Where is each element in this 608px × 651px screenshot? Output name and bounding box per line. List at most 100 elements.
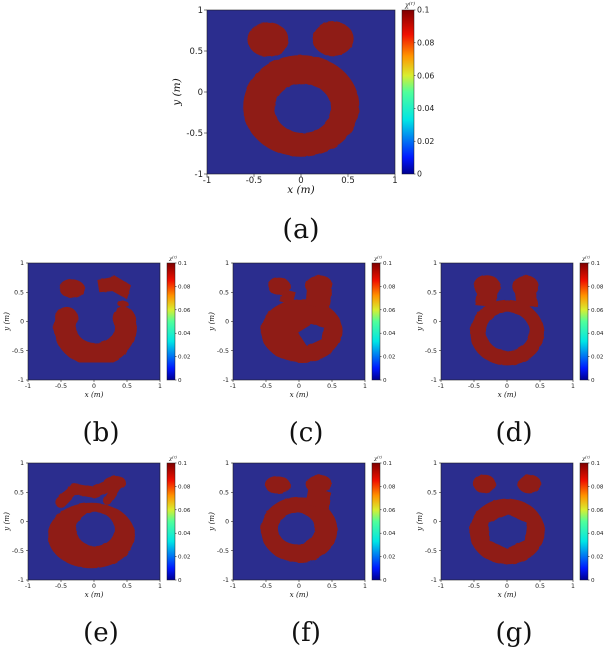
x-axis-label: x (m) (290, 590, 309, 599)
hole-region (297, 323, 325, 347)
x-tick-label: 0.5 (327, 383, 337, 390)
subfigure-e-caption: (e) (83, 618, 119, 648)
object-ring-arc (53, 306, 137, 366)
colorbar-frame (371, 262, 381, 381)
heatmap-objects (53, 275, 137, 366)
colorbar-gradient (372, 463, 380, 580)
y-axis-label: y (m) (207, 312, 216, 332)
y-tick-label: 0 (225, 319, 229, 326)
y-tick-label: -0.5 (425, 348, 437, 355)
heatmap-objects (242, 21, 360, 157)
heatmap-objects (260, 474, 338, 563)
x-tick-label: 1 (158, 383, 162, 390)
y-tick-label: 0.5 (14, 489, 24, 496)
colorbar-gradient (580, 463, 588, 580)
object-shape (305, 489, 331, 510)
object-shape (305, 289, 332, 310)
subfigure-c-caption: (c) (288, 418, 324, 448)
x-tick-label: 0.5 (122, 583, 132, 590)
subfigure-b: -1 -0.5 0 0.5 1 1 0.5 0 -0.5 -1 x (m) y (m) 0 0.02 0.0… (0, 250, 203, 450)
x-axis-label: x (m) (85, 590, 104, 599)
x-tick-label: -1 (438, 583, 444, 590)
heatmap-objects (469, 474, 545, 565)
subfigure-e-plot: -1 -0.5 0 0.5 1 1 0.5 0 -0.5 -1 x (m) y (m) 0 0.02 0.0… (2, 456, 191, 600)
heatmap-objects (470, 275, 544, 366)
x-tick-label: 0.5 (535, 583, 545, 590)
colorbar-label: χ(r) (581, 456, 590, 463)
x-axis-label: x (m) (498, 390, 517, 399)
x-tick-label: -0.5 (55, 383, 67, 390)
x-tick-label: 0 (297, 583, 301, 590)
colorbar-tick-label: 0.1 (417, 6, 429, 15)
colorbar-tick-label: 0.06 (178, 508, 191, 514)
x-tick-label: 1 (571, 383, 575, 390)
colorbar-tick-label: 0 (383, 378, 387, 384)
x-tick-label: 1 (363, 383, 367, 390)
x-tick-label: -1 (25, 583, 31, 590)
colorbar-label: χ(r) (581, 256, 590, 263)
colorbar-tick-label: 0.02 (591, 555, 603, 561)
colorbar-tick-label: 0 (591, 378, 595, 384)
x-tick-label: 0 (92, 383, 96, 390)
y-tick-label: 0.5 (427, 489, 437, 496)
subfigure-d-plot: -1 -0.5 0 0.5 1 1 0.5 0 -0.5 -1 x (m) y (m) 0 0.02 0.0… (415, 256, 604, 400)
colorbar-tick-label: 0.06 (591, 308, 604, 314)
subfigure-d-caption: (d) (495, 418, 533, 448)
object-shape (512, 275, 539, 298)
colorbar-tick-label: 0.08 (417, 39, 434, 48)
y-tick-label: -1 (223, 577, 229, 584)
colorbar-frame (166, 262, 176, 381)
colorbar-tick-label: 0.02 (591, 355, 603, 361)
y-tick-label: 1 (20, 260, 24, 267)
y-tick-label: -1 (431, 577, 437, 584)
object-shape (247, 22, 289, 57)
colorbar-gradient (167, 463, 175, 580)
y-tick-label: 0 (198, 88, 203, 98)
colorbar-tick-label: 0.08 (591, 484, 604, 490)
object-shape (97, 275, 131, 300)
y-tick-label: 0.5 (427, 289, 437, 296)
object-annulus (242, 55, 360, 157)
object-annulus (260, 496, 338, 563)
y-tick-label: 0 (225, 519, 229, 526)
y-tick-label: 0.5 (189, 47, 203, 57)
x-axis-label: x (m) (498, 590, 517, 599)
object-shape (514, 292, 539, 307)
colorbar-tick-label: 0.02 (178, 555, 190, 561)
colorbar-gradient (167, 263, 175, 380)
colorbar-tick-label: 0.02 (383, 355, 395, 361)
colorbar-tick-label: 0.08 (383, 284, 396, 290)
colorbar-gradient (580, 263, 588, 380)
object-shape (474, 275, 501, 298)
y-tick-label: 1 (433, 260, 437, 267)
colorbar-tick-label: 0 (383, 578, 387, 584)
colorbar-tick-label: 0.1 (591, 261, 600, 267)
colorbar-tick-label: 0.06 (417, 71, 434, 80)
colorbar-label: χ(r) (404, 0, 415, 9)
colorbar-tick-label: 0.08 (591, 284, 604, 290)
y-tick-label: -0.5 (12, 548, 24, 555)
subfigure-c-plot: -1 -0.5 0 0.5 1 1 0.5 0 -0.5 -1 x (m) y (m) 0 0.02 0.0… (207, 256, 396, 400)
y-axis-label: y (m) (2, 312, 11, 332)
x-tick-label: 0 (298, 176, 303, 186)
colorbar-frame (166, 462, 176, 581)
x-tick-label: -0.5 (468, 583, 480, 590)
y-tick-label: -0.5 (217, 548, 229, 555)
x-tick-label: 0.5 (122, 383, 132, 390)
colorbar-tick-label: 0.1 (383, 261, 392, 267)
colorbar-tick-label: 0.08 (383, 484, 396, 490)
subfigure-g-caption: (g) (495, 618, 533, 648)
heatmap-objects (47, 475, 135, 569)
y-tick-label: 1 (20, 460, 24, 467)
y-tick-label: 0.5 (14, 289, 24, 296)
y-tick-label: -1 (195, 170, 203, 180)
subfigure-d: -1 -0.5 0 0.5 1 1 0.5 0 -0.5 -1 x (m) y (m) 0 0.02 0.0… (413, 250, 608, 450)
y-tick-label: 1 (198, 6, 203, 16)
subfigure-g: -1 -0.5 0 0.5 1 1 0.5 0 -0.5 -1 x (m) y (m) 0 0.02 0.0… (413, 450, 608, 650)
object-shape (473, 474, 496, 494)
object-shape (265, 476, 291, 495)
x-axis-label: x (m) (287, 184, 314, 196)
y-tick-label: 0 (20, 319, 24, 326)
x-tick-label: -1 (25, 383, 31, 390)
